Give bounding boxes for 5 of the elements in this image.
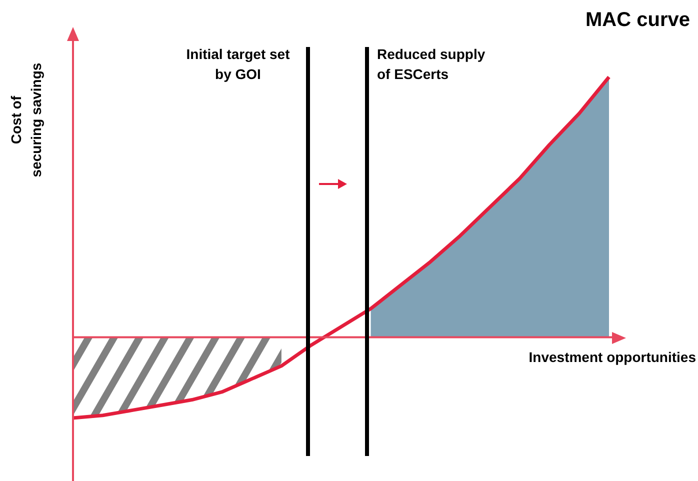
annotation: Initial target set by GOI xyxy=(186,46,290,82)
chart-title: MAC curve xyxy=(586,9,690,31)
x-axis-title: Investment opportunities xyxy=(528,349,696,365)
annotation: Reduced supply of ESCerts xyxy=(377,46,486,82)
y-axis-title: Cost of securing savings xyxy=(8,62,44,178)
